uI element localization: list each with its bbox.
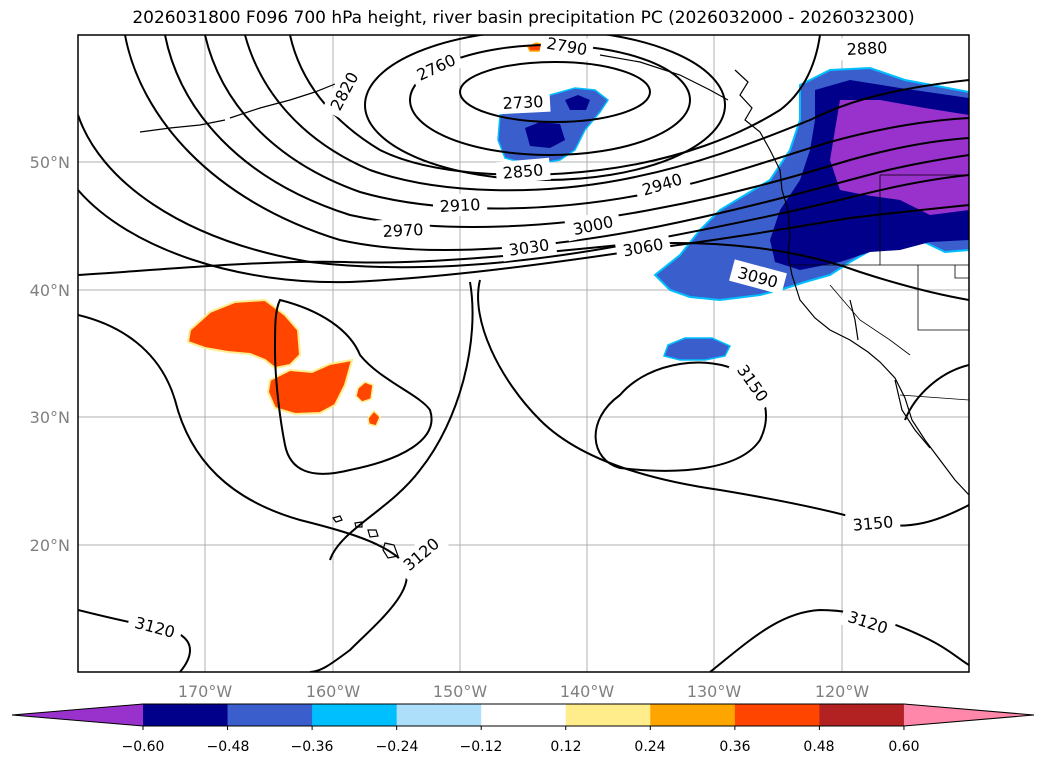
- colorbar-swatch: [650, 704, 736, 726]
- colorbar-swatch: [312, 704, 398, 726]
- colorbar-swatch: [819, 704, 905, 726]
- lat-tick-label: 20°N: [30, 536, 70, 555]
- colorbar-swatch: [481, 704, 567, 726]
- hawaii-islands: [331, 515, 399, 559]
- colorbar-tick-label: 0.60: [888, 739, 919, 755]
- colorbar-tick-label: 0.48: [803, 739, 834, 755]
- colorbar-tick-label: −0.24: [376, 739, 419, 755]
- contour-label: 2880: [846, 38, 888, 59]
- lon-tick-label: 170°W: [178, 682, 233, 701]
- coastlines: [139, 54, 969, 496]
- map-title: 2026031800 F096 700 hPa height, river ba…: [132, 8, 915, 28]
- colorbar-swatch: [734, 704, 820, 726]
- contour-label: 3150: [852, 512, 894, 534]
- colorbar-tick-label: −0.36: [291, 739, 334, 755]
- colorbar: [11, 703, 1035, 730]
- lon-tick-label: 160°W: [306, 682, 361, 701]
- axis-tick-labels: 170°W 160°W 150°W 140°W 130°W 120°W 50°N…: [30, 153, 870, 701]
- lon-tick-label: 150°W: [433, 682, 488, 701]
- colorbar-tick-label: −0.12: [460, 739, 503, 755]
- map-frame: [77, 34, 970, 673]
- precip-positive-field: [186, 42, 547, 427]
- colorbar-ticks: −0.60 −0.48 −0.36 −0.24 −0.12 0.12 0.24 …: [122, 739, 920, 755]
- colorbar-swatch: [396, 704, 482, 726]
- lon-tick-label: 130°W: [687, 682, 742, 701]
- lat-tick-label: 50°N: [30, 153, 70, 172]
- colorbar-tick-label: 0.12: [550, 739, 581, 755]
- colorbar-tick-label: 0.36: [719, 739, 750, 755]
- lat-tick-label: 30°N: [30, 408, 70, 427]
- lon-tick-label: 120°W: [815, 682, 870, 701]
- colorbar-tick-label: 0.24: [634, 739, 665, 755]
- state-borders: [790, 174, 969, 401]
- colorbar-swatch: [143, 704, 229, 726]
- lat-tick-label: 40°N: [30, 281, 70, 300]
- colorbar-tick-label: −0.60: [122, 739, 165, 755]
- contour-label: 2850: [502, 160, 544, 182]
- contour-label: 2730: [502, 92, 544, 113]
- colorbar-extend-low: [12, 704, 143, 726]
- colorbar-tick-label: −0.48: [207, 739, 250, 755]
- colorbar-swatch: [227, 704, 313, 726]
- contour-label: 2910: [439, 195, 481, 216]
- height-contours: [78, 35, 969, 672]
- contour-label: 2970: [382, 220, 424, 241]
- colorbar-swatch: [565, 704, 651, 726]
- lon-tick-label: 140°W: [560, 682, 615, 701]
- colorbar-extend-high: [903, 704, 1034, 726]
